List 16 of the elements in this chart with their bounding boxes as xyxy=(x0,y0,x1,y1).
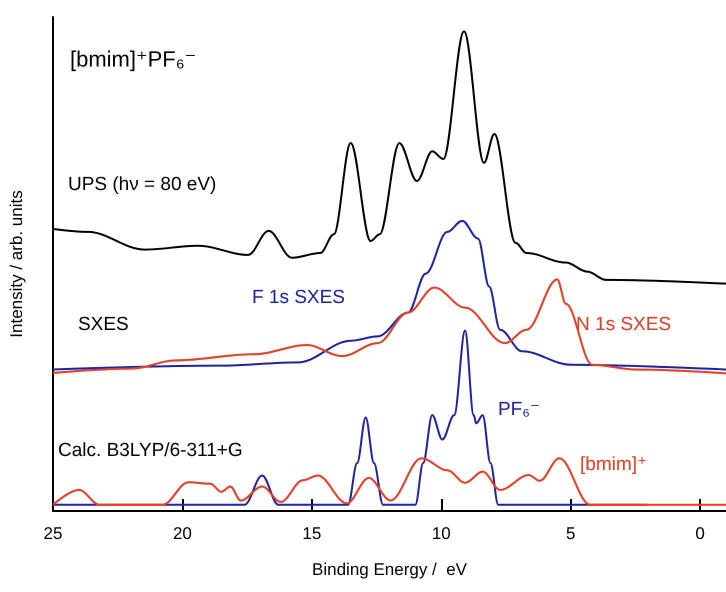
x-tick-label: 0 xyxy=(695,524,705,543)
annotation: SXES xyxy=(78,314,129,335)
series-label: [bmim]⁺ xyxy=(580,454,648,475)
x-tick-label: 10 xyxy=(432,524,451,543)
x-axis-title: Binding Energy / eV xyxy=(312,560,468,579)
x-tick-label: 5 xyxy=(566,524,576,543)
series-label: N 1s SXES xyxy=(576,314,672,335)
series-label: F 1s SXES xyxy=(252,287,345,308)
x-tick-label: 20 xyxy=(172,524,192,543)
annotation: Calc. B3LYP/6-311+G xyxy=(58,440,243,461)
x-tick-label: 15 xyxy=(302,524,322,543)
text: [bmim]⁺PF₆⁻ xyxy=(70,46,196,72)
x-tick-label: 25 xyxy=(44,524,62,543)
y-axis-title: Intensity / arb. units xyxy=(7,190,26,338)
series-label: PF₆⁻ xyxy=(498,399,540,420)
series-label: UPS (hν = 80 eV) xyxy=(68,174,216,195)
